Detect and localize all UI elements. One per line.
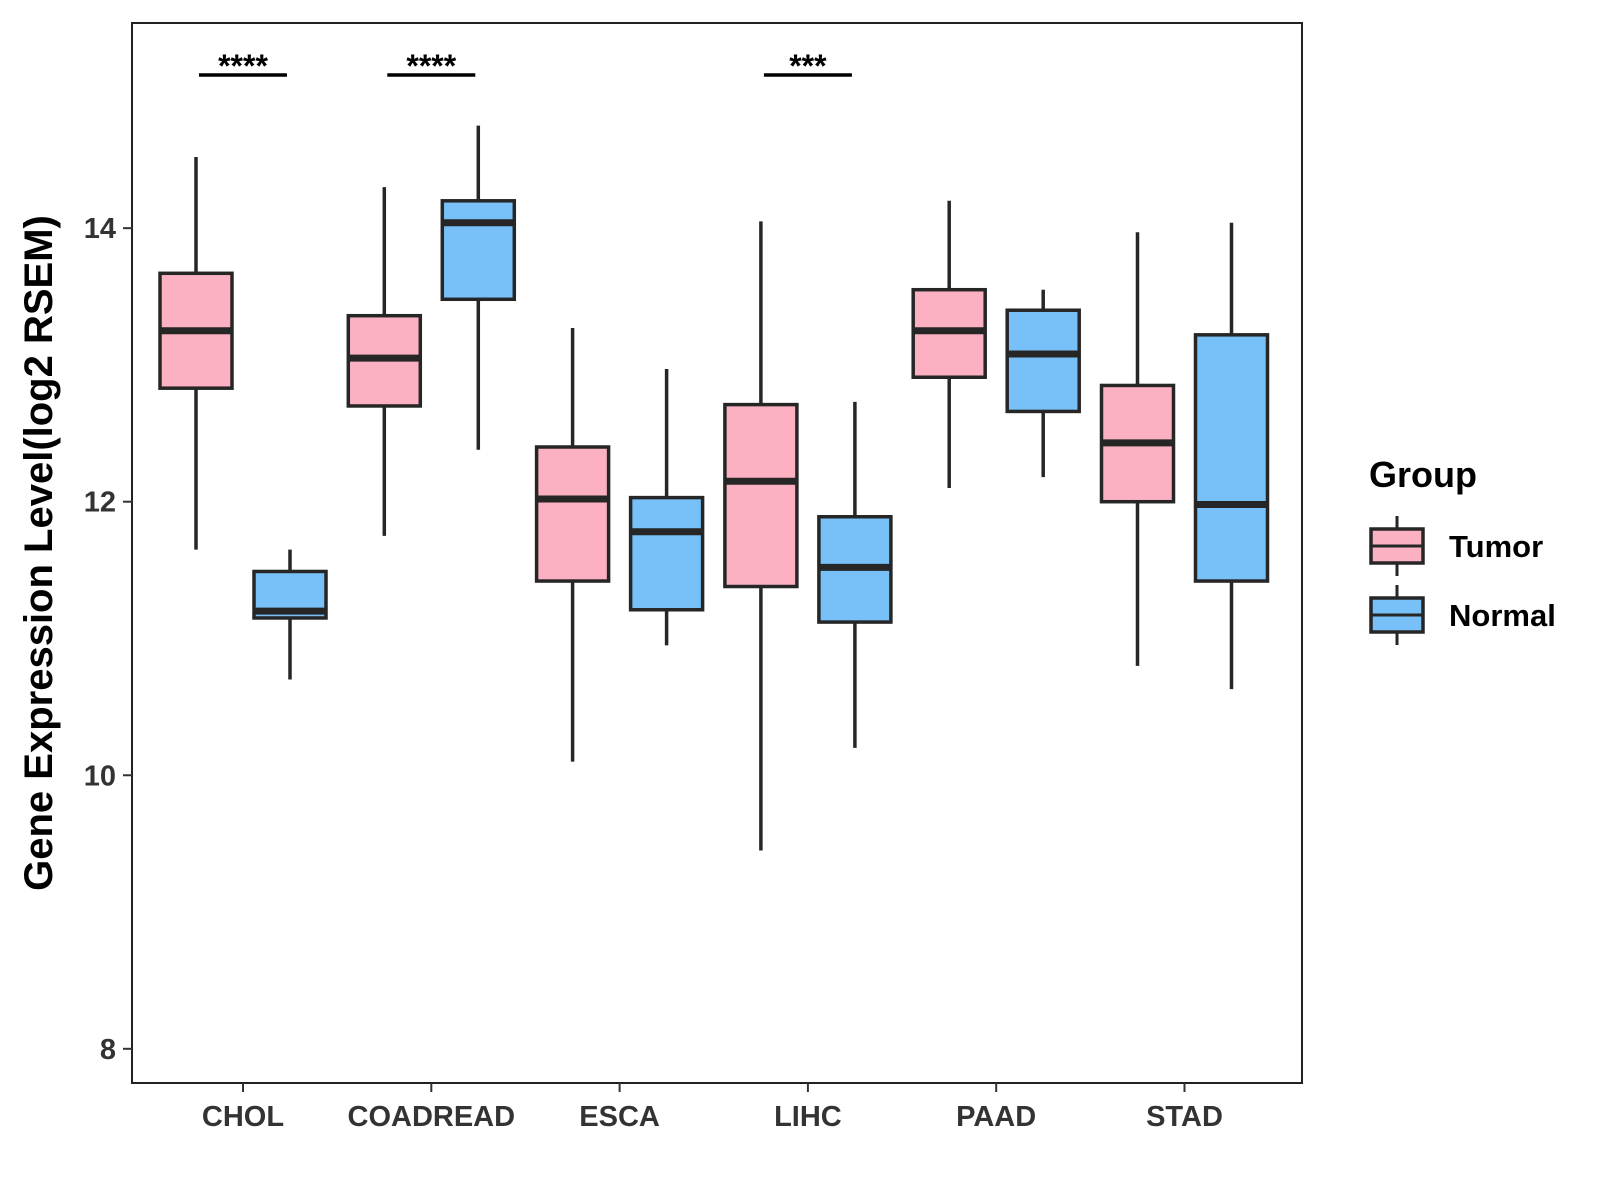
significance-coadread: **** xyxy=(387,48,476,84)
x-tick-label-lihc: LIHC xyxy=(774,1101,842,1133)
x-axis: CHOL COADREAD ESCA LIHC PAAD STAD xyxy=(202,1083,1223,1133)
plot-panel xyxy=(132,23,1302,1083)
y-axis-title: Gene Expression Level(log2 RSEM) xyxy=(17,215,61,891)
significance-chol: **** xyxy=(199,48,287,84)
box-tumor-chol xyxy=(158,157,234,550)
box-normal-esca xyxy=(628,369,705,646)
iqr-box xyxy=(628,495,705,612)
legend-key-tumor: Tumor xyxy=(1369,516,1543,576)
box-normal-stad xyxy=(1193,222,1270,690)
x-tick-label-esca: ESCA xyxy=(579,1101,660,1133)
significance-label: **** xyxy=(218,48,268,84)
x-tick-label-paad: PAAD xyxy=(956,1101,1036,1133)
x-tick-label-chol: CHOL xyxy=(202,1101,284,1133)
legend: Group Tumor Normal xyxy=(1369,454,1556,645)
significance-lihc: *** xyxy=(763,48,852,84)
legend-label-tumor: Tumor xyxy=(1449,529,1543,564)
significance-label: *** xyxy=(789,48,827,84)
significance-layer: **** **** *** xyxy=(199,48,852,84)
x-tick-label-stad: STAD xyxy=(1146,1101,1223,1133)
box-tumor-esca xyxy=(534,328,611,762)
iqr-box xyxy=(440,199,517,302)
y-tick-label: 8 xyxy=(100,1034,116,1066)
y-tick-label: 12 xyxy=(84,487,116,519)
box-tumor-paad xyxy=(911,200,987,489)
x-tick-label-coadread: COADREAD xyxy=(348,1101,516,1133)
legend-key-normal: Normal xyxy=(1369,585,1556,645)
iqr-box xyxy=(1193,333,1270,583)
box-normal-coadread xyxy=(440,125,517,450)
box-tumor-lihc xyxy=(723,221,799,851)
iqr-box xyxy=(534,445,611,583)
iqr-box xyxy=(1005,308,1081,414)
significance-label: **** xyxy=(406,48,456,84)
y-tick-label: 10 xyxy=(84,760,116,792)
legend-title: Group xyxy=(1369,454,1477,495)
box-normal-paad xyxy=(1005,289,1081,478)
plot-frame xyxy=(131,22,1303,1084)
box-normal-lihc xyxy=(817,401,893,748)
y-axis: 8 10 12 14 xyxy=(84,213,132,1066)
iqr-box xyxy=(723,402,799,589)
box-tumor-stad xyxy=(1099,232,1176,666)
box-tumor-coadread xyxy=(346,187,423,536)
legend-keys: Tumor Normal xyxy=(1369,516,1556,645)
box-normal-chol xyxy=(252,549,328,680)
y-tick-label: 14 xyxy=(84,213,116,245)
box-layer xyxy=(158,125,1270,851)
plot-area: **** **** *** xyxy=(131,22,1303,1084)
legend-label-normal: Normal xyxy=(1449,598,1556,633)
